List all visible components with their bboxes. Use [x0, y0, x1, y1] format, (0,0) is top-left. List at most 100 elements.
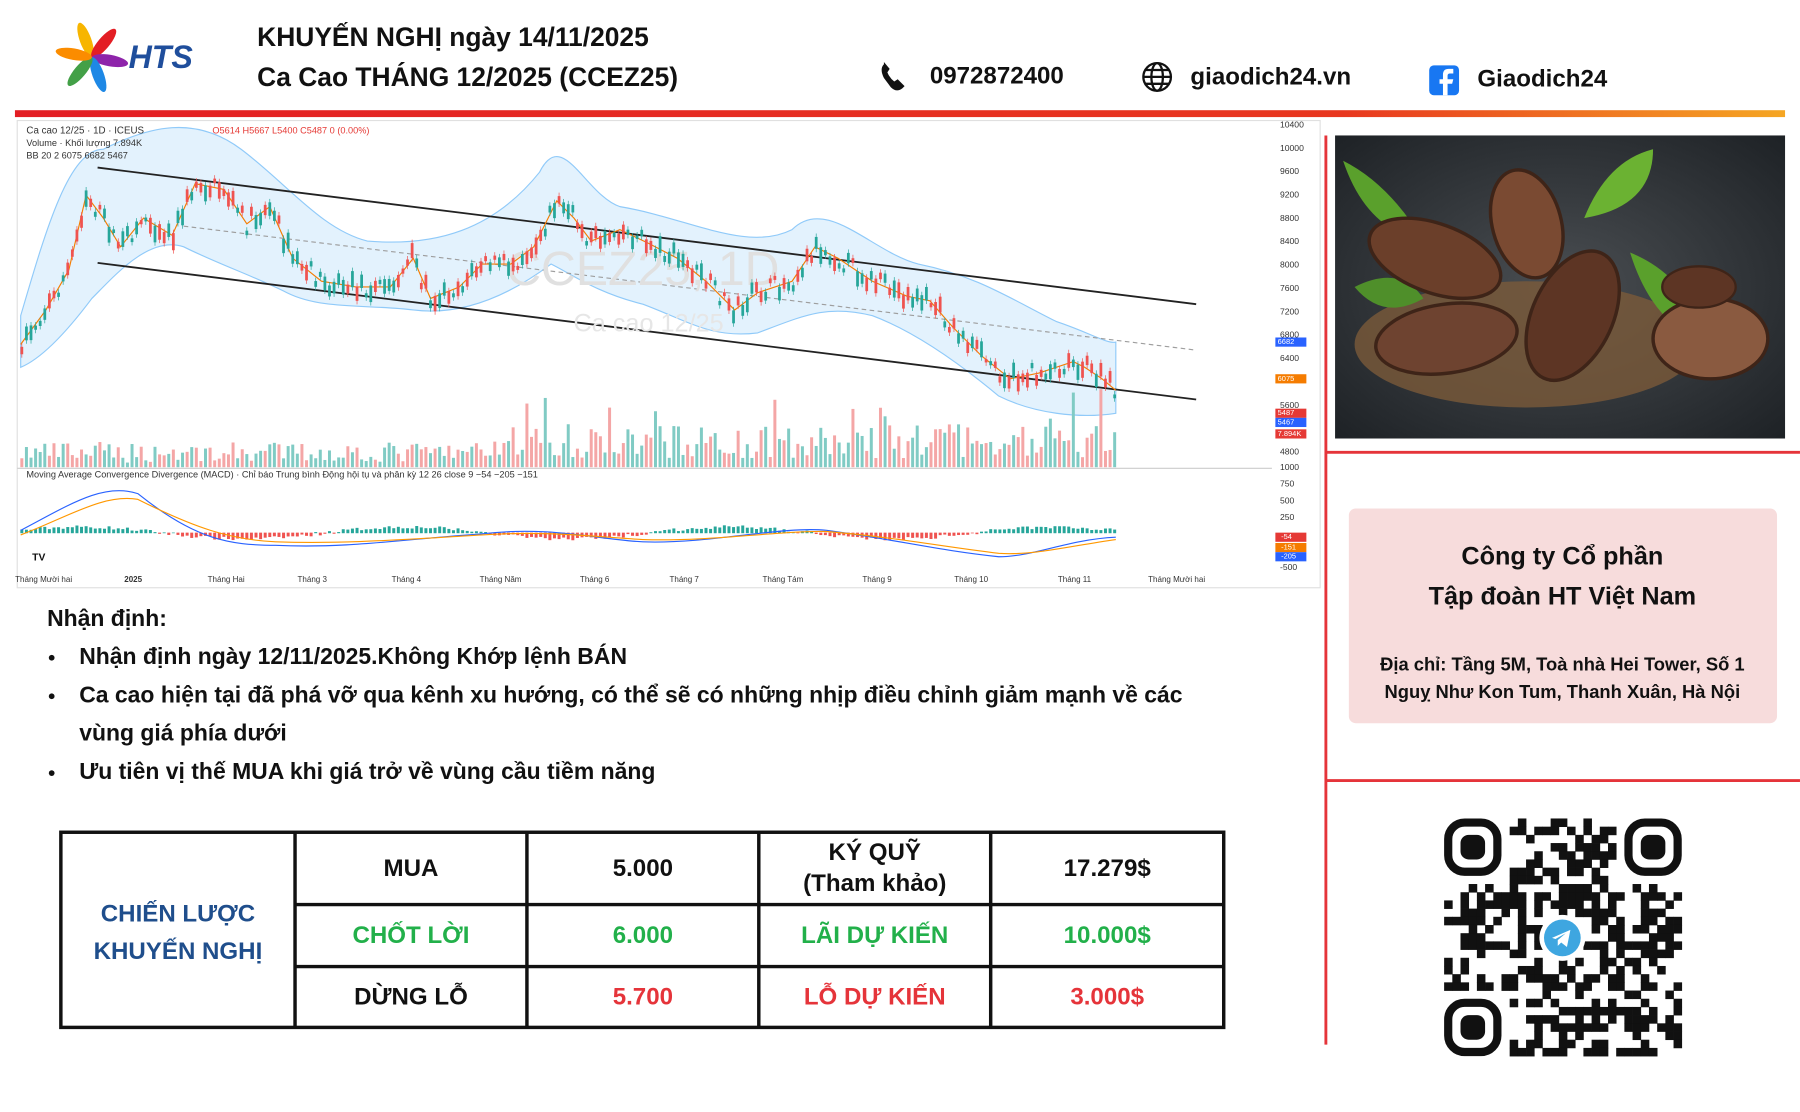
macd-bar: [1058, 526, 1062, 534]
qr-module: [1460, 957, 1470, 967]
qr-module: [1476, 900, 1486, 909]
qr-module: [1583, 818, 1592, 828]
volume-bar: [695, 444, 699, 468]
candle-body: [681, 253, 685, 267]
macd-bar: [406, 528, 410, 534]
volume-bar: [851, 408, 855, 468]
qr-module: [1607, 908, 1617, 918]
macd-bar: [869, 532, 873, 538]
qr-module: [1567, 1023, 1576, 1032]
macd-bar: [667, 529, 671, 534]
qr-module: [1509, 884, 1519, 893]
candle-body: [167, 223, 171, 237]
qr-finder: [1444, 818, 1502, 876]
candle-body: [1062, 368, 1066, 375]
volume-bar: [1044, 426, 1048, 468]
chart-volume: Volume · Khối lượng 7.894K: [26, 138, 143, 148]
qr-module: [1624, 990, 1633, 1000]
volume-bar: [947, 424, 951, 468]
macd-bar: [52, 527, 56, 534]
qr-module: [1567, 884, 1576, 893]
candle-body: [750, 282, 754, 294]
volume-bar: [43, 443, 47, 468]
macd-bar: [525, 532, 529, 538]
candles: [20, 175, 1117, 402]
volume-bar: [608, 407, 612, 468]
candle-body: [1007, 376, 1011, 389]
qr-module: [1616, 933, 1625, 942]
bollinger-band: [20, 126, 1117, 416]
macd-bar: [947, 532, 951, 536]
candle-body: [57, 292, 60, 297]
volume-bar: [29, 457, 33, 468]
candle-body: [254, 215, 258, 230]
volume-bar: [369, 456, 373, 468]
website[interactable]: giaodich24.vn: [1190, 63, 1351, 90]
volume-bar: [640, 445, 644, 468]
candle-body: [231, 190, 235, 206]
candle-body: [621, 224, 625, 240]
volume-bar: [676, 426, 680, 468]
volume-bar: [865, 450, 869, 468]
qr-module: [1542, 892, 1551, 901]
macd-bar: [1021, 526, 1025, 534]
qr-module: [1648, 982, 1658, 991]
volume-bar: [102, 450, 106, 468]
qr-module: [1607, 957, 1617, 967]
qr-module: [1624, 1006, 1633, 1016]
volume-bar: [419, 449, 423, 468]
macd-bar: [107, 526, 111, 534]
candle-body: [465, 272, 469, 287]
macd-bar: [295, 532, 299, 537]
qr-code[interactable]: [1444, 818, 1683, 1057]
qr-module: [1616, 982, 1625, 991]
table-cell: 6.000: [613, 922, 673, 949]
macd-bar: [649, 532, 653, 534]
macd-bar: [484, 532, 488, 534]
qr-module: [1542, 1015, 1551, 1024]
qr-module: [1673, 1006, 1683, 1016]
volume-bar: [998, 449, 1002, 468]
macd-bar: [1081, 527, 1085, 534]
candle-body: [318, 271, 322, 277]
candle-body: [892, 280, 896, 298]
macd-bar: [1099, 530, 1103, 534]
candle-body: [814, 236, 818, 249]
volume-bar: [240, 449, 244, 468]
volume-bar: [291, 444, 295, 468]
macd-bar: [158, 532, 162, 534]
macd-bar: [217, 532, 221, 540]
table-cell: MUA: [384, 855, 439, 882]
candle-body: [245, 230, 249, 236]
volume-bar: [938, 429, 942, 468]
candle-body: [654, 248, 657, 258]
macd-bar: [360, 530, 364, 534]
qr-module: [1493, 892, 1502, 901]
volume-bar: [507, 441, 511, 468]
qr-module: [1632, 965, 1642, 975]
macd-bar: [961, 532, 965, 535]
phone[interactable]: 0972872400: [930, 62, 1064, 89]
qr-module: [1501, 892, 1511, 901]
facebook[interactable]: Giaodich24: [1477, 66, 1607, 93]
cocoa-photo: [1335, 135, 1786, 439]
month-label: Tháng 10: [954, 575, 988, 584]
candle-body: [282, 238, 285, 254]
macd-bar: [718, 527, 722, 534]
candle-body: [667, 251, 671, 264]
macd-tick-label: 750: [1280, 479, 1295, 489]
candle-body: [686, 260, 690, 269]
candle-body: [768, 278, 772, 284]
macd-bar: [952, 532, 956, 536]
macd-bar: [911, 532, 915, 538]
qr-module: [1526, 859, 1535, 868]
candle-body: [782, 278, 786, 289]
qr-module: [1493, 900, 1502, 909]
candle-body: [98, 204, 102, 210]
macd-bar: [1007, 528, 1011, 534]
qr-module: [1616, 974, 1625, 983]
qr-module: [1632, 924, 1642, 934]
moving-average: [20, 183, 1117, 391]
qr-module: [1526, 998, 1535, 1008]
